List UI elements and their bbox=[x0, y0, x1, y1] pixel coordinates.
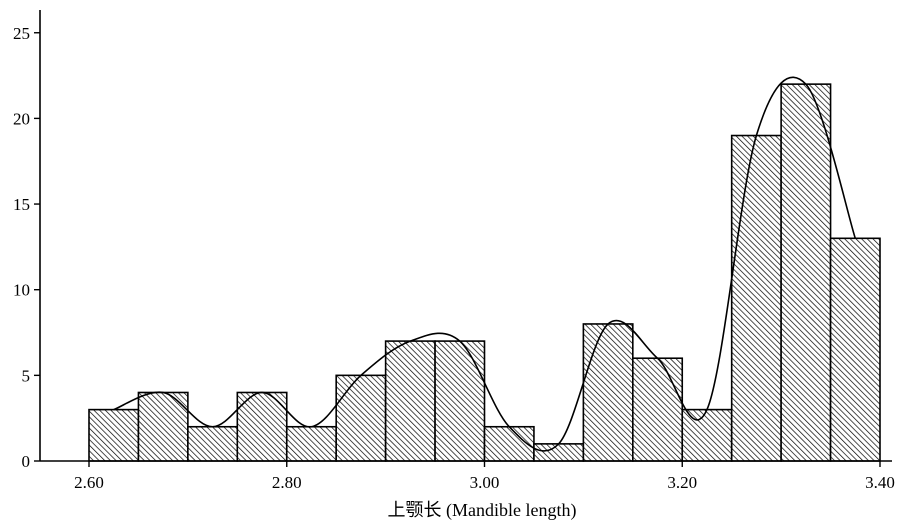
histogram-bar bbox=[236, 391, 288, 462]
y-tick-label: 15 bbox=[13, 195, 30, 214]
histogram-bar bbox=[780, 83, 832, 462]
histogram-bar bbox=[335, 374, 387, 462]
histogram-bar bbox=[384, 340, 436, 462]
y-ticks-group: 0 5 10 15 20 25 bbox=[13, 24, 40, 471]
fit-curve-group bbox=[113, 76, 857, 452]
x-tick-label: 3.40 bbox=[865, 473, 895, 492]
fit-curve-line bbox=[113, 76, 857, 452]
histogram-bar bbox=[434, 340, 486, 462]
bars-group bbox=[88, 83, 881, 462]
histogram-bar bbox=[533, 443, 585, 462]
histogram-bar bbox=[285, 425, 337, 462]
histogram-bar bbox=[730, 134, 782, 462]
histogram-bar bbox=[632, 357, 684, 462]
x-tick-label: 2.80 bbox=[272, 473, 302, 492]
histogram-bar bbox=[137, 391, 189, 462]
axes-group bbox=[39, 10, 892, 462]
histogram-bar bbox=[829, 237, 881, 462]
histogram-bar bbox=[582, 323, 634, 462]
x-ticks-group: 2.60 2.80 3.00 3.20 3.40 bbox=[74, 461, 895, 492]
y-tick-label: 20 bbox=[13, 109, 30, 128]
x-tick-label: 3.00 bbox=[470, 473, 500, 492]
y-tick-label: 5 bbox=[22, 366, 31, 385]
histogram-bar bbox=[88, 408, 140, 462]
y-tick-label: 25 bbox=[13, 24, 30, 43]
histogram-bar bbox=[681, 408, 733, 462]
x-tick-label: 3.20 bbox=[667, 473, 697, 492]
y-tick-label: 10 bbox=[13, 281, 30, 300]
histogram-bar bbox=[187, 425, 239, 462]
x-tick-label: 2.60 bbox=[74, 473, 104, 492]
x-axis-title: 上颚长 (Mandible length) bbox=[388, 500, 577, 521]
y-tick-label: 0 bbox=[22, 452, 31, 471]
